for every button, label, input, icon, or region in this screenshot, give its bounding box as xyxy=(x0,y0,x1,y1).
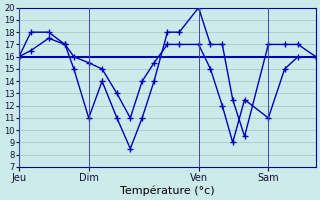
X-axis label: Température (°c): Température (°c) xyxy=(120,185,215,196)
